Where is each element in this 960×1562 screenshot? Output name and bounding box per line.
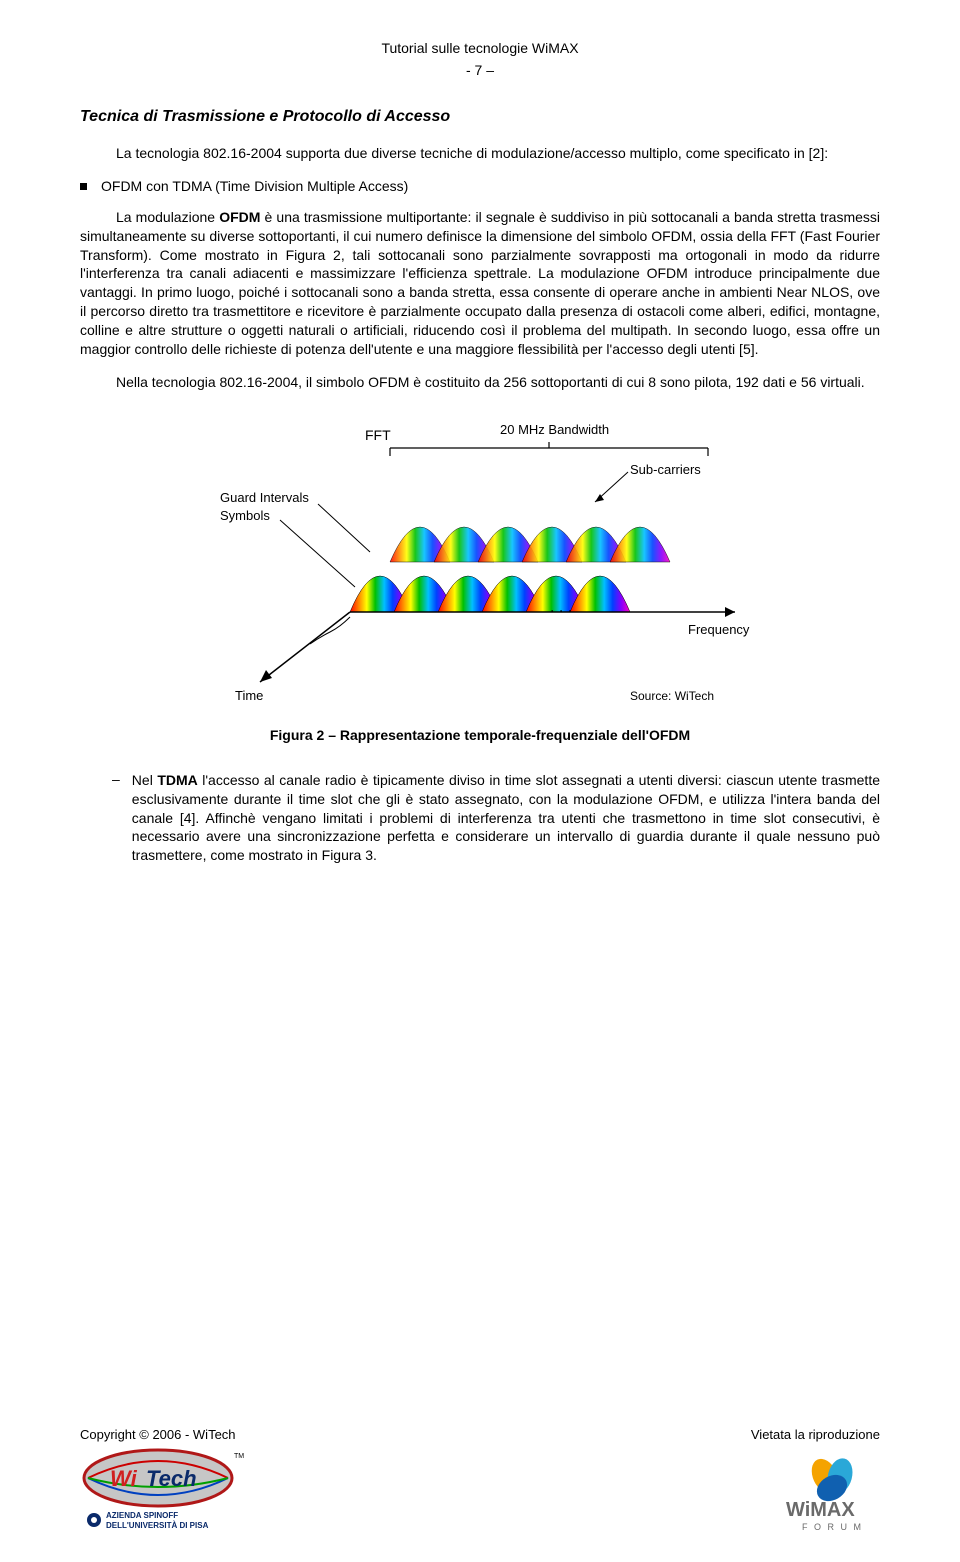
svg-text:Wi: Wi <box>110 1466 138 1491</box>
dash-a: Nel <box>132 772 158 788</box>
humps-front <box>350 576 630 612</box>
footer-logos: Wi Tech TM AZIENDA SPINOFF DELL'UNIVERSI… <box>80 1446 880 1534</box>
ofdm-bold: OFDM <box>219 209 260 225</box>
bullet-text: OFDM con TDMA (Time Division Multiple Ac… <box>101 177 408 196</box>
footer-text: Copyright © 2006 - WiTech Vietata la rip… <box>80 1427 880 1442</box>
tdma-item: – Nel TDMA l'accesso al canale radio è t… <box>112 771 880 865</box>
label-symbols: Symbols <box>220 508 270 523</box>
tdma-text: Nel TDMA l'accesso al canale radio è tip… <box>132 771 880 865</box>
figure-2-caption: Figura 2 – Rappresentazione temporale-fr… <box>80 727 880 743</box>
witech-logo: Wi Tech TM AZIENDA SPINOFF DELL'UNIVERSI… <box>80 1446 250 1534</box>
ofdm-paragraph: La modulazione OFDM è una trasmissione m… <box>80 208 880 359</box>
svg-text:. . .: . . . <box>550 599 572 616</box>
label-frequency: Frequency <box>688 622 750 637</box>
label-source: Source: WiTech <box>630 689 714 703</box>
label-subcarriers: Sub-carriers <box>630 462 701 477</box>
tdma-bold: TDMA <box>157 772 197 788</box>
svg-text:Tech: Tech <box>146 1466 197 1491</box>
symbol-paragraph: Nella tecnologia 802.16-2004, il simbolo… <box>80 373 880 392</box>
wimax-forum: F O R U M <box>802 1522 863 1532</box>
label-fft: FFT <box>365 427 391 443</box>
page-number: - 7 – <box>80 62 880 78</box>
p2-c: è una trasmissione multiportante: il seg… <box>80 209 880 357</box>
p2-a: La modulazione <box>116 209 219 225</box>
intro-paragraph: La tecnologia 802.16-2004 supporta due d… <box>80 144 880 163</box>
spinoff-1: AZIENDA SPINOFF <box>106 1511 178 1520</box>
doc-title: Tutorial sulle tecnologie WiMAX <box>80 40 880 56</box>
copyright: Copyright © 2006 - WiTech <box>80 1427 236 1442</box>
dash-icon: – <box>112 771 120 865</box>
label-bandwidth: 20 MHz Bandwidth <box>500 422 609 437</box>
ofdm-diagram: FFT 20 MHz Bandwidth Sub-carriers Guard … <box>200 412 760 712</box>
figure-2: FFT 20 MHz Bandwidth Sub-carriers Guard … <box>80 412 880 717</box>
rights: Vietata la riproduzione <box>751 1427 880 1442</box>
section-title: Tecnica di Trasmissione e Protocollo di … <box>80 108 880 126</box>
humps-back <box>390 527 670 562</box>
wimax-text: WiMAX <box>786 1499 855 1521</box>
bullet-ofdm-tdma: OFDM con TDMA (Time Division Multiple Ac… <box>80 177 880 196</box>
dash-c: l'accesso al canale radio è tipicamente … <box>132 772 880 864</box>
label-guard: Guard Intervals <box>220 490 309 505</box>
wimax-logo: WiMAX F O R U M <box>770 1454 880 1534</box>
svg-text:TM: TM <box>234 1453 244 1460</box>
bullet-square-icon <box>80 183 87 190</box>
spinoff-2: DELL'UNIVERSITÀ DI PISA <box>106 1521 209 1530</box>
label-time: Time <box>235 688 263 703</box>
